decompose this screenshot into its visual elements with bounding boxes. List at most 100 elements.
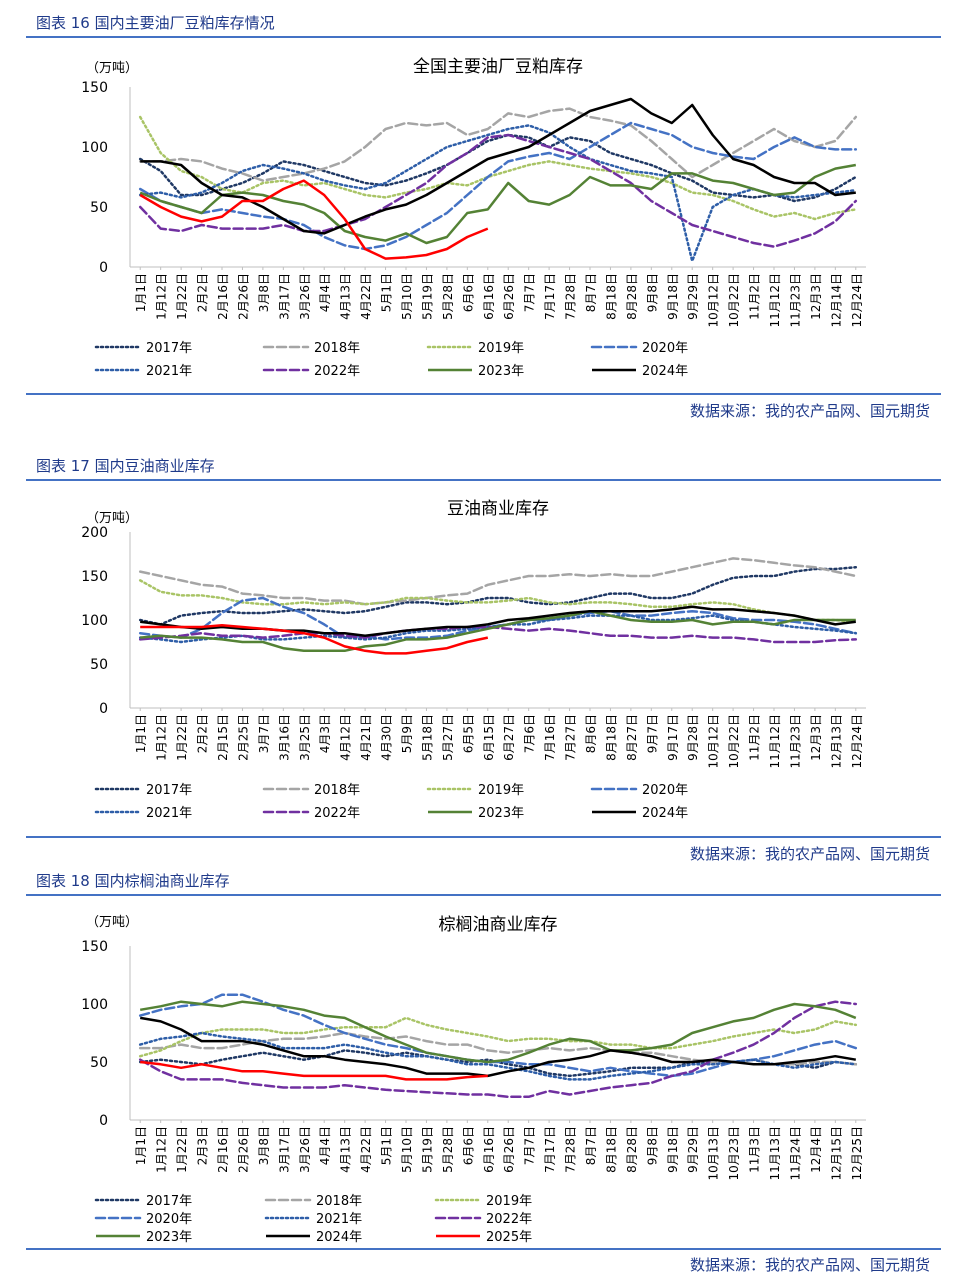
legend-label: 2024年	[642, 364, 688, 379]
figure-17-label: 图表 17 国内豆油商业库存	[36, 457, 215, 475]
figure-16-source: 数据来源：我的农产品网、国元期货	[689, 402, 930, 420]
x-tick-label: 12月24日	[850, 714, 864, 769]
figure-17-bottom-rule	[26, 836, 941, 838]
x-tick-label: 2月25日	[236, 714, 250, 761]
y-tick-label: 0	[99, 701, 108, 717]
x-tick-label: 8月18日	[604, 714, 618, 761]
legend-label: 2019年	[478, 341, 524, 356]
x-tick-label: 1月12日	[155, 1126, 169, 1173]
series-line-2025年	[139, 179, 489, 260]
chart-title: 棕榈油商业库存	[439, 915, 558, 935]
legend-label: 2023年	[478, 806, 524, 821]
x-tick-label: 6月16日	[482, 273, 496, 320]
x-tick-label: 5月10日	[400, 273, 414, 320]
figure-17-top-rule	[26, 479, 941, 481]
x-tick-label: 2月3日	[196, 1126, 210, 1165]
legend-label: 2019年	[478, 783, 524, 798]
x-tick-label: 9月28日	[686, 714, 700, 761]
x-tick-label: 12月3日	[809, 273, 823, 320]
series-line-2023年	[139, 1000, 857, 1064]
x-tick-label: 11月2日	[748, 714, 762, 761]
legend-label: 2018年	[314, 341, 360, 356]
x-tick-label: 6月6日	[461, 1126, 475, 1165]
series-line-2025年	[140, 624, 489, 655]
x-tick-label: 2月16日	[216, 1126, 230, 1173]
x-tick-label: 10月22日	[727, 714, 741, 769]
x-tick-label: 12月4日	[809, 1126, 823, 1173]
x-tick-label: 8月18日	[604, 1126, 618, 1173]
x-tick-label: 11月12日	[768, 714, 782, 769]
series-line-2024年	[140, 97, 856, 235]
figure-17-chart: 豆油商业库存 （万吨） 0 50 100 150 200 1月1日 1月12日 1月22日 2月2日…	[81, 499, 866, 821]
x-tick-label: 11月3日	[748, 1126, 762, 1173]
x-tick-label: 6月27日	[502, 714, 516, 761]
x-tick-label: 5月28日	[441, 1126, 455, 1173]
series-line-2021年	[138, 124, 858, 263]
y-unit-label: （万吨）	[86, 915, 138, 930]
figure-16-chart: 全国主要油厂豆粕库存 （万吨） 0 50 100 150 1月1日 1月12日 1月22日 2月2…	[81, 57, 866, 379]
series-line-2017年	[138, 565, 858, 626]
x-tick-label: 7月17日	[543, 273, 557, 320]
x-tick-label: 11月13日	[768, 1126, 782, 1181]
legend-label: 2022年	[486, 1212, 532, 1227]
x-tick-label: 1月22日	[175, 1126, 189, 1173]
x-tick-label: 1月22日	[175, 714, 189, 761]
series-line-2020年	[138, 596, 858, 641]
figure-16-label: 图表 16 国内主要油厂豆粕库存情况	[36, 14, 275, 32]
x-tick-label: 3月17日	[277, 1126, 291, 1173]
x-tick-label: 5月9日	[400, 714, 414, 753]
series-line-2023年	[140, 609, 856, 653]
y-tick-label: 200	[81, 525, 108, 541]
y-tick-label: 0	[99, 1113, 108, 1129]
y-tick-label: 50	[90, 1055, 108, 1071]
x-tick-label: 4月13日	[339, 1126, 353, 1173]
series-line-2025年	[140, 1060, 488, 1081]
x-tick-label: 12月25日	[850, 1126, 864, 1181]
legend-label: 2021年	[146, 364, 192, 379]
legend-label: 2017年	[146, 341, 192, 356]
x-tick-label: 9月7日	[645, 714, 659, 753]
x-tick-label: 4月22日	[359, 1126, 373, 1173]
x-tick-label: 7月7日	[523, 1126, 537, 1165]
y-tick-label: 150	[81, 569, 108, 585]
x-tick-label: 7月16日	[543, 714, 557, 761]
figure-17-source: 数据来源：我的农产品网、国元期货	[689, 845, 930, 863]
legend-label: 2017年	[146, 1194, 192, 1209]
x-tick-label: 3月17日	[277, 273, 291, 320]
x-tick-label: 5月1日	[380, 1126, 394, 1165]
x-tick-label: 10月12日	[707, 273, 721, 328]
x-tick-label: 2月26日	[236, 1126, 250, 1173]
x-tick-label: 3月8日	[257, 273, 271, 312]
x-tick-label: 5月1日	[380, 273, 394, 312]
x-tick-label: 1月12日	[155, 273, 169, 320]
x-tick-label: 9月8日	[645, 273, 659, 312]
x-tick-label: 12月3日	[809, 714, 823, 761]
x-tick-label: 7月7日	[523, 273, 537, 312]
x-tick-label: 1月1日	[134, 1126, 148, 1165]
legend-label: 2019年	[486, 1194, 532, 1209]
figure-18-bottom-rule	[26, 1248, 941, 1250]
x-tick-label: 1月1日	[134, 714, 148, 753]
x-tick-label: 8月6日	[584, 714, 598, 753]
x-tick-label: 8月7日	[584, 273, 598, 312]
x-tick-label: 11月12日	[768, 273, 782, 328]
legend-label: 2023年	[478, 364, 524, 379]
y-unit-label: （万吨）	[86, 511, 138, 526]
x-tick-label: 1月12日	[155, 714, 169, 761]
series-line-2019年	[138, 1016, 858, 1058]
x-tick-label: 12月15日	[829, 1126, 843, 1181]
series-line-2017年	[138, 133, 858, 203]
series-line-2023年	[139, 163, 857, 245]
legend-label: 2018年	[314, 783, 360, 798]
x-tick-label: 6月26日	[502, 273, 516, 320]
legend-label: 2021年	[146, 806, 192, 821]
x-tick-label: 10月12日	[707, 714, 721, 769]
series-line-2022年	[138, 625, 858, 644]
x-tick-label: 4月4日	[318, 1126, 332, 1165]
legend-label: 2017年	[146, 783, 192, 798]
x-tick-label: 2月15日	[216, 714, 230, 761]
x-tick-label: 4月13日	[339, 273, 353, 320]
x-tick-label: 2月16日	[216, 273, 230, 320]
x-tick-label: 3月7日	[257, 714, 271, 753]
x-tick-label: 8月27日	[625, 714, 639, 761]
